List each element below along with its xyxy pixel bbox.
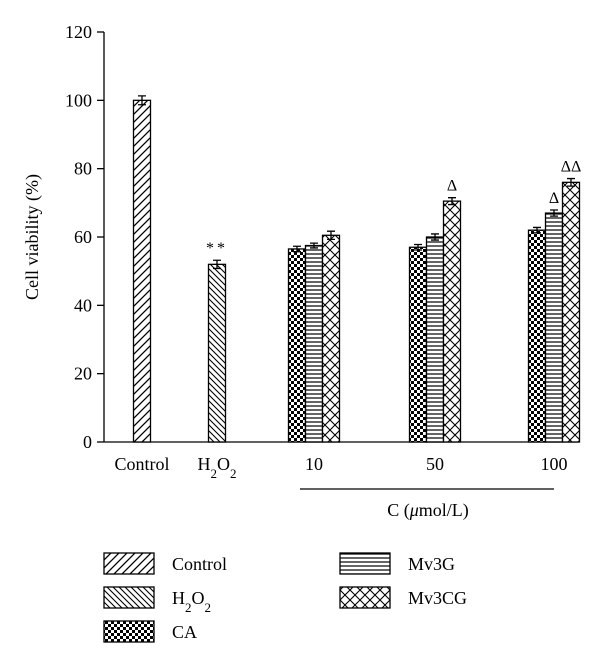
y-tick-label: 40: [74, 295, 92, 315]
y-tick-label: 20: [74, 364, 92, 384]
legend-label: H2O2: [172, 588, 211, 615]
error-bar: [327, 230, 335, 241]
significance-stars: **: [206, 240, 228, 257]
bar-horizontal: [425, 236, 445, 443]
bar-crosshatch: [561, 181, 581, 443]
x-category-label: 10: [305, 454, 323, 474]
y-axis-label: Cell viability (%): [22, 174, 43, 300]
bar-crosshatch: [442, 200, 462, 443]
concentration-label: C (μmol/L): [387, 500, 469, 521]
x-category-label: H2O2: [198, 454, 237, 481]
error-bar: [138, 95, 146, 106]
legend-label: Control: [172, 554, 227, 574]
bar-crosshatch: [321, 234, 341, 443]
error-bar: [448, 197, 456, 206]
y-tick-label: 60: [74, 227, 92, 247]
bar-diag-right: [132, 99, 152, 443]
x-category-label: Control: [114, 454, 169, 474]
x-category-labels: Control H2O2 10 50 100: [114, 454, 567, 481]
significance-delta: Δ: [549, 190, 559, 207]
x-category-label: 50: [426, 454, 444, 474]
error-bar: [293, 245, 301, 253]
x-category-label: 100: [541, 454, 568, 474]
error-bar: [550, 209, 558, 217]
y-tick-label: 100: [65, 90, 92, 110]
legend-swatch: [103, 586, 155, 609]
legend-label: CA: [172, 622, 197, 642]
legend-swatch: [103, 552, 155, 575]
bar-horizontal: [304, 244, 324, 443]
error-bar: [310, 242, 318, 249]
legend-label: Mv3CG: [408, 588, 467, 608]
bar-horizontal: [544, 212, 564, 443]
error-bar: [431, 233, 439, 241]
significance-delta: ΔΔ: [561, 159, 582, 176]
significance-delta: Δ: [447, 178, 457, 195]
y-ticks: 0 20 40 60 80 100 120: [65, 22, 104, 452]
error-bar: [533, 226, 541, 234]
bar-checker: [527, 229, 547, 443]
y-tick-label: 0: [83, 432, 92, 452]
bar-checker: [287, 248, 307, 443]
error-bar: [567, 177, 575, 187]
legend-swatch: [339, 552, 391, 575]
legend: Control H2O2 CA Mv3G Mv3CG: [103, 552, 467, 643]
error-bar: [414, 243, 422, 251]
y-tick-label: 80: [74, 159, 92, 179]
legend-label: Mv3G: [408, 554, 455, 574]
bar-diag-left: [207, 263, 227, 443]
error-bar: [213, 259, 221, 270]
bar-checker: [408, 246, 428, 443]
y-tick-label: 120: [65, 22, 92, 42]
y-axis: 0 20 40 60 80 100 120: [65, 22, 105, 452]
legend-swatch: [103, 620, 155, 643]
legend-swatch: [339, 586, 391, 609]
